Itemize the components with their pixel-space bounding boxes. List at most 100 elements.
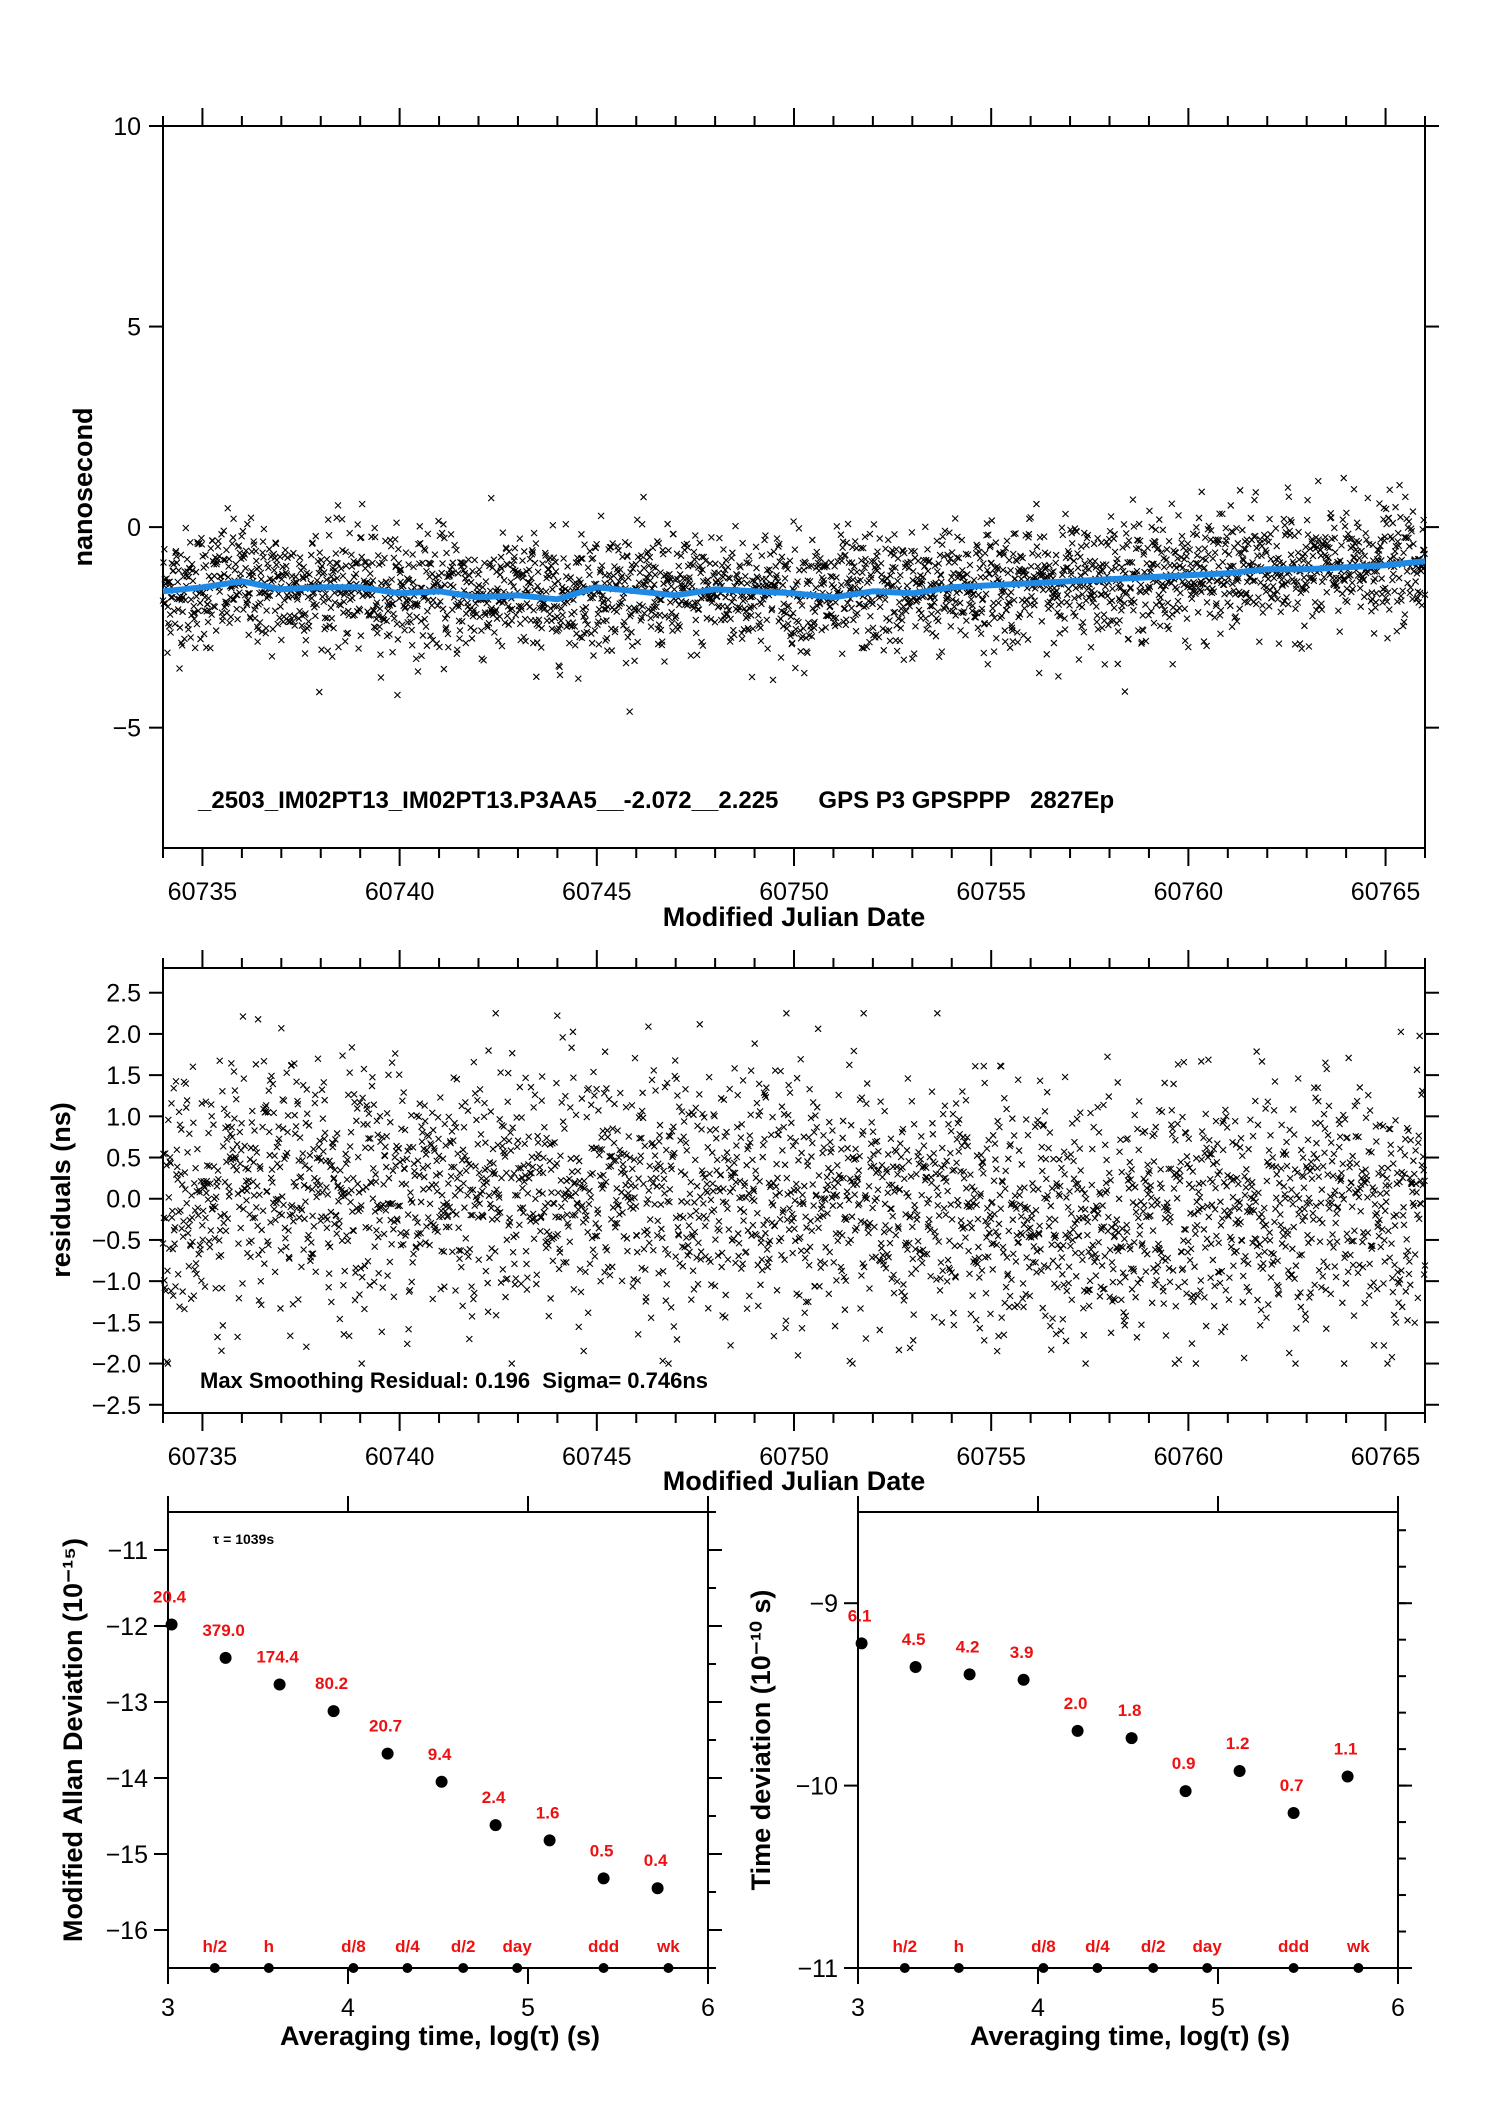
residual-point bbox=[839, 1117, 847, 1125]
phase-point bbox=[694, 606, 702, 613]
residual-point bbox=[937, 1259, 945, 1266]
phase-point bbox=[976, 564, 984, 572]
phase-point bbox=[832, 598, 839, 606]
phase-point bbox=[1343, 509, 1350, 517]
residual-point bbox=[568, 1044, 575, 1052]
phase-point bbox=[285, 594, 292, 601]
phase-point bbox=[342, 548, 350, 556]
phase-point bbox=[1014, 638, 1022, 646]
phase-point bbox=[572, 559, 580, 566]
residual-point bbox=[252, 1144, 259, 1152]
residual-point bbox=[740, 1208, 748, 1216]
phase-point bbox=[376, 623, 383, 631]
phase-point bbox=[571, 623, 579, 630]
phase-point bbox=[167, 593, 175, 601]
residual-point bbox=[754, 1302, 762, 1310]
phase-point bbox=[1184, 643, 1192, 651]
phase-point bbox=[1236, 605, 1244, 613]
phase-point bbox=[181, 596, 189, 604]
residual-point bbox=[863, 1080, 871, 1087]
phase-point bbox=[1007, 588, 1015, 596]
phase-point bbox=[925, 557, 933, 565]
residual-point bbox=[339, 1052, 346, 1059]
residual-point bbox=[188, 1191, 195, 1199]
phase-point bbox=[484, 623, 492, 631]
residual-point bbox=[410, 1250, 417, 1258]
phase-point bbox=[624, 553, 631, 561]
residual-point bbox=[511, 1281, 519, 1288]
residual-point bbox=[747, 1111, 755, 1119]
phase-point bbox=[593, 540, 601, 548]
phase-point bbox=[429, 596, 437, 604]
phase-point bbox=[520, 548, 528, 555]
phase-point bbox=[947, 622, 955, 630]
phase-point bbox=[202, 561, 210, 569]
phase-point bbox=[408, 641, 416, 649]
residual-point bbox=[597, 1277, 605, 1285]
residual-point bbox=[651, 1152, 659, 1160]
phase-point bbox=[812, 584, 820, 592]
phase-point bbox=[198, 534, 205, 542]
phase-point bbox=[656, 596, 664, 604]
phase-point bbox=[951, 515, 959, 522]
phase-point bbox=[219, 556, 227, 564]
residual-point bbox=[632, 1183, 639, 1191]
residual-point bbox=[512, 1231, 520, 1239]
residual-point bbox=[759, 1141, 767, 1149]
residual-point bbox=[517, 1280, 525, 1288]
residual-point bbox=[307, 1239, 315, 1246]
residual-point bbox=[917, 1133, 925, 1140]
phase-point bbox=[1066, 602, 1073, 609]
phase-point bbox=[1384, 634, 1391, 642]
phase-point bbox=[791, 664, 799, 672]
phase-point bbox=[622, 659, 630, 667]
phase-point bbox=[859, 544, 867, 552]
residual-point bbox=[299, 1150, 307, 1157]
residual-point bbox=[1014, 1076, 1022, 1084]
x-tick-label: 60755 bbox=[956, 878, 1026, 906]
phase-point bbox=[955, 554, 963, 562]
residual-point bbox=[300, 1246, 308, 1254]
phase-point bbox=[826, 602, 834, 610]
phase-point bbox=[775, 540, 783, 548]
residual-point bbox=[253, 1149, 261, 1156]
phase-point bbox=[532, 673, 540, 681]
phase-point bbox=[175, 566, 183, 574]
phase-point bbox=[1394, 538, 1402, 545]
phase-point bbox=[416, 522, 424, 530]
residual-point bbox=[897, 1153, 905, 1161]
phase-point bbox=[351, 611, 358, 619]
phase-point bbox=[1407, 584, 1415, 591]
residual-point bbox=[574, 1200, 581, 1208]
residual-point bbox=[522, 1247, 530, 1255]
phase-plot-frame bbox=[162, 125, 1426, 849]
residual-point bbox=[575, 1323, 583, 1331]
residual-point bbox=[769, 1113, 776, 1121]
phase-point bbox=[1034, 551, 1042, 559]
residual-point bbox=[379, 1201, 387, 1208]
residual-point bbox=[824, 1181, 832, 1189]
residual-point bbox=[380, 1180, 387, 1188]
phase-point bbox=[771, 582, 779, 589]
phase-point bbox=[332, 550, 340, 557]
residual-point bbox=[462, 1235, 470, 1242]
phase-point bbox=[322, 623, 330, 631]
residual-point bbox=[989, 1266, 997, 1273]
residual-point bbox=[682, 1085, 689, 1093]
phase-point bbox=[246, 590, 254, 597]
residual-point bbox=[734, 1091, 742, 1099]
phase-point bbox=[482, 578, 490, 585]
residual-point bbox=[263, 1187, 271, 1195]
phase-point bbox=[187, 596, 195, 603]
phase-point bbox=[1116, 617, 1123, 624]
residual-point bbox=[966, 1270, 973, 1278]
phase-point bbox=[1087, 643, 1095, 651]
phase-point bbox=[393, 620, 401, 628]
phase-point bbox=[787, 613, 795, 621]
phase-point bbox=[348, 551, 355, 559]
residual-point bbox=[834, 1237, 842, 1245]
phase-point bbox=[695, 606, 703, 613]
phase-point bbox=[922, 615, 930, 622]
phase-point bbox=[651, 571, 659, 579]
residual-point bbox=[860, 1009, 868, 1017]
